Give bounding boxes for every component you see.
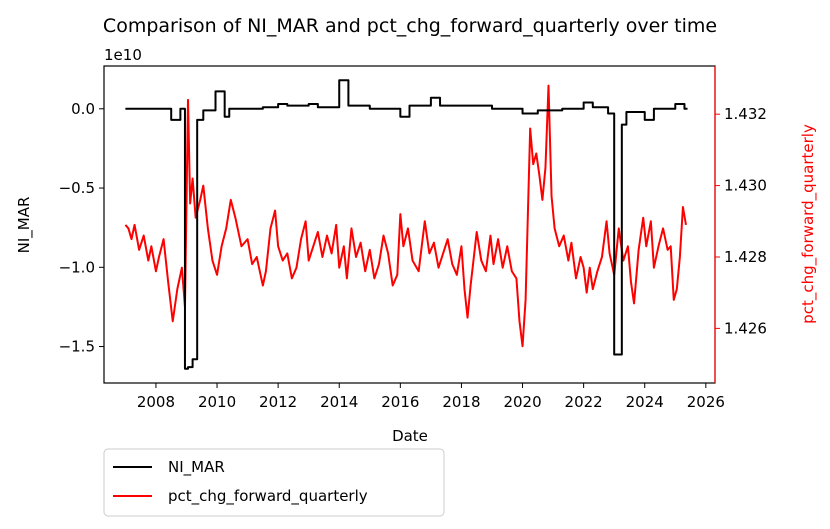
left-tick-label: 0.0: [71, 100, 95, 118]
legend-frame: [103, 448, 445, 517]
x-tick-label: 2014: [320, 393, 358, 411]
pct-chg-forward-quarterly-line: [124, 84, 687, 348]
right-axis-label: pct_chg_forward_quarterly: [799, 124, 818, 324]
right-tick-label: 1.428: [724, 248, 767, 266]
x-tick-label: 2018: [442, 393, 480, 411]
right-tick-label: 1.432: [724, 105, 767, 123]
plot-area: [124, 79, 688, 370]
x-tick-label: 2024: [626, 393, 664, 411]
right-tick-label: 1.426: [724, 319, 767, 337]
x-axis-label: Date: [392, 427, 428, 445]
x-tick-label: 2022: [565, 393, 603, 411]
right-tick-label: 1.430: [724, 177, 767, 195]
legend-label-pct-chg: pct_chg_forward_quarterly: [168, 487, 368, 506]
pct-chg-forward-quarterly-series: [124, 84, 687, 348]
x-tick-label: 2010: [198, 393, 236, 411]
x-tick-label: 2020: [503, 393, 541, 411]
legend: NI_MAR pct_chg_forward_quarterly: [103, 448, 445, 517]
x-tick-label: 2008: [137, 393, 175, 411]
x-tick-label: 2016: [381, 393, 419, 411]
left-tick-label: −0.5: [59, 179, 95, 197]
x-axis: 2008 2010 2012 2014 2016 2018 2020 2022 2024 2026: [137, 383, 725, 411]
ni-mar-line: [125, 79, 688, 370]
left-axis-offset-label: 1e10: [104, 46, 142, 64]
left-y-axis: 0.0 −0.5 −1.0 −1.5: [59, 100, 104, 356]
right-y-axis: 1.432 1.430 1.428 1.426: [715, 105, 767, 337]
x-tick-label: 2012: [259, 393, 297, 411]
legend-label-ni-mar: NI_MAR: [168, 458, 225, 477]
chart-title: Comparison of NI_MAR and pct_chg_forward…: [103, 15, 717, 37]
left-tick-label: −1.0: [59, 258, 95, 276]
left-tick-label: −1.5: [59, 338, 95, 356]
ni-mar-series: [125, 79, 688, 370]
left-axis-label: NI_MAR: [15, 197, 34, 254]
x-tick-label: 2026: [687, 393, 725, 411]
